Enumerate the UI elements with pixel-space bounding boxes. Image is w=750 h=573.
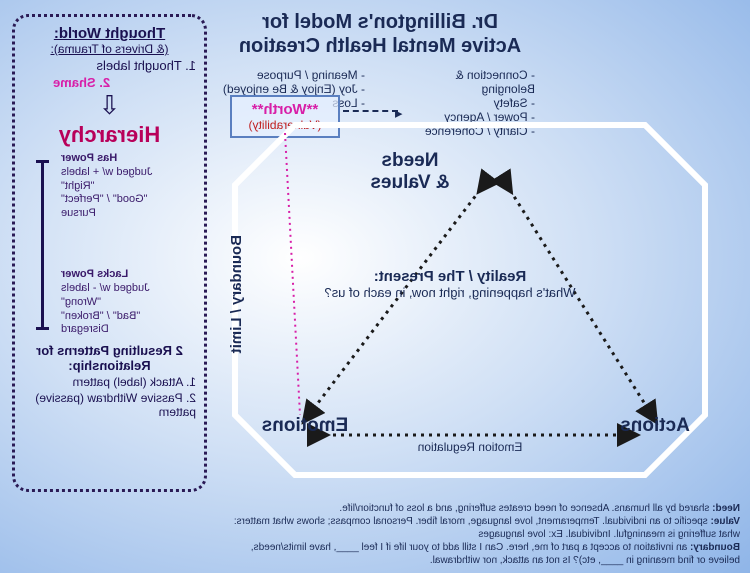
def-boundary: Boundary: an invitation to accept a part… (220, 541, 740, 567)
resulting-patterns-header: 2 Resulting Patterns for Relationship: (23, 343, 196, 373)
panel-header: Thought World: (23, 25, 196, 42)
hierarchy-bottom: Lacks Power Judged w/ - labels "Wrong" "… (61, 268, 186, 337)
down-arrow-icon: ⇩ (23, 92, 196, 118)
edge-needs-actions (510, 190, 655, 420)
def-need: Need: shared by all humans. Absence of n… (220, 502, 740, 515)
definitions: Need: shared by all humans. Absence of n… (220, 502, 740, 567)
needs-node: Needs & Values (340, 150, 480, 194)
emotions-node: Emotions (245, 415, 365, 437)
hierarchy-bar-icon (41, 160, 44, 330)
worth-arrow (343, 110, 398, 112)
boundary-limit-label: Boundary / Limit (228, 235, 245, 353)
hierarchy-label: Hierarchy (23, 122, 196, 148)
panel-item2: 2. Shame (23, 75, 196, 90)
panel-item1: 1. Thought labels (23, 58, 196, 73)
rp-item1: 1. Attack (label) pattern (23, 375, 196, 389)
edge-needs-emotions (305, 190, 480, 420)
actions-node: Actions (600, 415, 710, 437)
title-line2: Active Mental Health Creation (239, 35, 521, 57)
def-value: Value: specific to an individual. Temper… (220, 515, 740, 541)
rp-item2: 2. Passive Withdraw (passive) pattern (23, 391, 196, 419)
page-title: Dr. Billington's Model for Active Mental… (220, 10, 540, 58)
hierarchy-top: Has Power Judged w/ + labels "Right" "Go… (61, 152, 186, 221)
title-line1: Dr. Billington's Model for (262, 11, 498, 33)
thought-world-panel: Thought World: (& Drivers of Trauma): 1.… (12, 14, 207, 492)
emotion-regulation-label: Emotion Regulation (370, 440, 570, 454)
panel-sub: (& Drivers of Trauma): (23, 42, 196, 56)
center-text: Reality / The Present: What's happening,… (320, 268, 580, 300)
